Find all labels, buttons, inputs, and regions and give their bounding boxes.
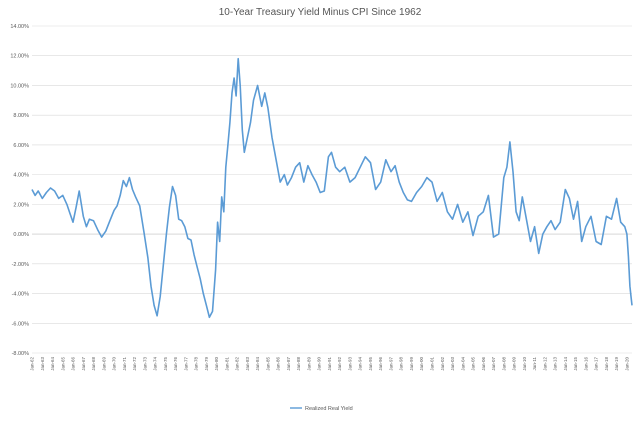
x-tick-label: Jan-68 (91, 357, 96, 371)
y-tick-label: -6.00% (12, 321, 30, 327)
x-tick-label: Jan-91 (327, 357, 332, 371)
x-tick-label: Jan-93 (347, 357, 352, 371)
x-tick-label: Jan-71 (122, 357, 127, 371)
x-tick-label: Jan-83 (245, 357, 250, 371)
x-tick-label: Jan-00 (419, 357, 424, 371)
x-tick-label: Jan-95 (368, 357, 373, 371)
y-tick-label: -2.00% (12, 262, 30, 268)
x-tick-label: Jan-88 (296, 357, 301, 371)
y-tick-label: 12.00% (10, 54, 29, 60)
x-tick-label: Jan-20 (624, 357, 629, 371)
x-tick-label: Jan-63 (40, 357, 45, 371)
x-tick-label: Jan-13 (553, 357, 558, 371)
y-tick-label: 0.00% (13, 232, 29, 238)
x-tick-label: Jan-98 (399, 357, 404, 371)
x-tick-label: Jan-70 (112, 357, 117, 371)
x-tick-label: Jan-73 (142, 357, 147, 371)
x-tick-label: Jan-87 (286, 357, 291, 371)
x-tick-label: Jan-14 (563, 357, 568, 371)
x-tick-label: Jan-04 (460, 357, 465, 371)
x-tick-label: Jan-15 (573, 357, 578, 371)
y-tick-label: 6.00% (13, 143, 29, 149)
x-tick-label: Jan-06 (481, 357, 486, 371)
x-tick-label: Jan-11 (532, 357, 537, 371)
y-tick-label: 8.00% (13, 113, 29, 119)
series-line (31, 57, 633, 319)
x-axis-tick-labels: Jan-62 Jan-63 Jan-64 Jan-65 Jan-66 Jan-67 Jan-… (30, 357, 630, 371)
chart-title: 10-Year Treasury Yield Minus CPI Since 1… (219, 7, 422, 18)
x-tick-label: Jan-90 (317, 357, 322, 371)
legend: Realized Real Yield (290, 406, 353, 412)
x-tick-label: Jan-74 (153, 357, 158, 371)
x-tick-label: Jan-12 (542, 357, 547, 371)
y-axis-tick-labels: -8.00% -6.00% -4.00% -2.00% 0.00% 2.00% 4.00% 6… (10, 24, 29, 357)
x-tick-label: Jan-84 (255, 357, 260, 371)
x-tick-label: Jan-65 (60, 357, 65, 371)
y-tick-label: 10.00% (10, 83, 29, 89)
x-tick-label: Jan-69 (101, 357, 106, 371)
x-tick-label: Jan-85 (265, 357, 270, 371)
x-tick-label: Jan-81 (224, 357, 229, 371)
x-tick-label: Jan-18 (604, 357, 609, 371)
x-tick-label: Jan-96 (378, 357, 383, 371)
x-tick-label: Jan-09 (512, 357, 517, 371)
x-tick-label: Jan-86 (276, 357, 281, 371)
y-tick-label: -8.00% (12, 351, 30, 357)
y-tick-label: -4.00% (12, 292, 30, 298)
x-tick-label: Jan-05 (471, 357, 476, 371)
x-tick-label: Jan-07 (491, 357, 496, 371)
y-tick-label: 4.00% (13, 173, 29, 179)
x-tick-label: Jan-66 (71, 357, 76, 371)
x-tick-label: Jan-89 (306, 357, 311, 371)
x-tick-label: Jan-10 (522, 357, 527, 371)
y-tick-label: 14.00% (10, 24, 29, 30)
x-tick-label: Jan-64 (50, 357, 55, 371)
x-tick-label: Jan-78 (194, 357, 199, 371)
x-tick-label: Jan-02 (440, 357, 445, 371)
x-tick-label: Jan-72 (132, 357, 137, 371)
x-tick-label: Jan-19 (614, 357, 619, 371)
x-tick-label: Jan-76 (173, 357, 178, 371)
gridlines (32, 25, 632, 354)
x-tick-label: Jan-67 (81, 357, 86, 371)
x-tick-label: Jan-94 (358, 357, 363, 371)
x-tick-label: Jan-99 (409, 357, 414, 371)
y-tick-label: 2.00% (13, 202, 29, 208)
x-tick-label: Jan-97 (388, 357, 393, 371)
x-tick-label: Jan-17 (594, 357, 599, 371)
x-tick-label: Jan-08 (501, 357, 506, 371)
x-tick-label: Jan-77 (183, 357, 188, 371)
x-tick-label: Jan-62 (30, 357, 35, 371)
x-tick-label: Jan-79 (204, 357, 209, 371)
x-tick-label: Jan-82 (235, 357, 240, 371)
series-layer (31, 57, 633, 319)
x-tick-label: Jan-16 (583, 357, 588, 371)
x-tick-label: Jan-75 (163, 357, 168, 371)
x-tick-label: Jan-80 (214, 357, 219, 371)
x-tick-label: Jan-01 (430, 357, 435, 371)
x-tick-label: Jan-03 (450, 357, 455, 371)
legend-label: Realized Real Yield (305, 406, 353, 412)
x-tick-label: Jan-92 (337, 357, 342, 371)
